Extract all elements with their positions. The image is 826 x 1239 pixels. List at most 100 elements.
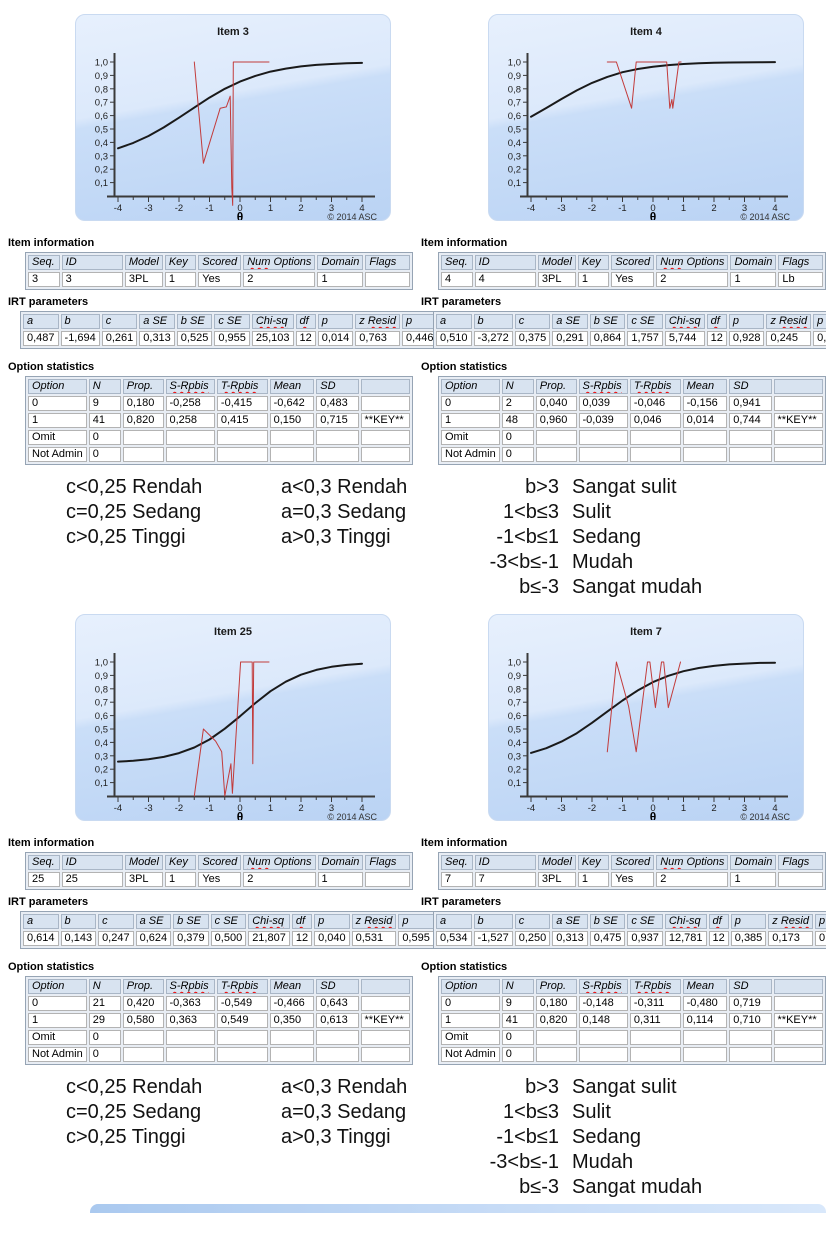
x-tick-label: -4 <box>527 803 535 814</box>
header-word: Domain <box>321 856 360 868</box>
header-word: Chi-sq <box>668 315 701 327</box>
table-cell <box>729 430 772 445</box>
table-cell: Not Admin <box>441 447 500 462</box>
header-word: SD <box>320 980 336 992</box>
criteria-line: a<0,3 Rendah <box>281 1076 408 1098</box>
section-label: Item information <box>421 237 508 249</box>
table-row: Not Admin 0 <box>441 1047 823 1062</box>
table-header-cell: Num Options <box>243 255 316 270</box>
x-tick-label: 1 <box>681 803 686 814</box>
table-header-cell: p <box>814 914 826 929</box>
table-cell: 0,531 <box>351 931 397 946</box>
header-word: z <box>355 915 362 927</box>
y-tick-label: 0,4 <box>508 138 521 149</box>
table-row: 0,534 -1,527 0,250 0,313 0,475 0,937 12,781 12 0… <box>436 931 826 946</box>
table-cell: 1 <box>730 272 777 287</box>
table-cell: 0,500 <box>210 931 247 946</box>
table-header-cell: Seq. <box>28 255 60 270</box>
table-cell <box>122 447 164 462</box>
header-word: SE <box>602 315 618 327</box>
table-cell <box>316 1030 359 1045</box>
table-header-cell: N <box>88 379 121 394</box>
data-table: Seq. ID Model Key Scored Num Options Domain Fla… <box>25 852 413 890</box>
criteria-line: a>0,3 Tinggi <box>281 1126 391 1148</box>
table-cell <box>535 447 577 462</box>
table-cell: 0,744 <box>729 413 772 428</box>
criteria-condition: b>3 <box>525 1076 559 1098</box>
header-word: b <box>477 315 484 327</box>
table-header-cell: S-Rpbis <box>578 379 628 394</box>
x-tick-label: 3 <box>742 803 747 814</box>
header-word: b <box>177 915 184 927</box>
table-cell: 0,643 <box>316 996 359 1011</box>
x-tick-label: -3 <box>557 803 565 814</box>
header-word: S-Rpbis <box>169 980 209 992</box>
table-cell: 25 <box>61 872 123 887</box>
table-cell <box>165 447 215 462</box>
x-tick-label: 1 <box>268 803 273 814</box>
table-header-cell: Chi-sq <box>664 914 707 929</box>
header-word: SE <box>226 315 242 327</box>
next-panel-top-edge <box>90 1204 826 1213</box>
y-tick-label: 0,2 <box>95 165 108 176</box>
header-word: b <box>180 315 187 327</box>
section-label: Item information <box>421 837 508 849</box>
table-cell: Not Admin <box>441 1047 500 1062</box>
header-word: N <box>505 380 514 392</box>
table-header-cell: S-Rpbis <box>165 379 215 394</box>
table-cell: 41 <box>88 413 121 428</box>
header-word: p <box>818 915 826 927</box>
table-cell: -0,046 <box>629 396 681 411</box>
x-tick-label: 0 <box>237 803 242 814</box>
header-word: df <box>295 915 306 927</box>
table-cell: 12 <box>708 931 729 946</box>
table-cell: 0,313 <box>552 931 588 946</box>
header-word: Resid <box>779 315 808 327</box>
criteria-condition: 1<b≤3 <box>502 501 559 523</box>
table-cell: Lb <box>778 272 823 287</box>
table-cell <box>360 396 410 411</box>
header-word: SE <box>152 315 168 327</box>
table-header-cell: c SE <box>214 314 250 329</box>
table-header-cell: T-Rpbis <box>216 979 268 994</box>
header-word: c <box>218 315 224 327</box>
report-row-1: Item 3 -4 -3 -2 -1 0 1 2 3 4 0,1 0,2 0,3 0,4 0,5 0,6 0,7… <box>0 0 826 465</box>
table-row: Not Admin 0 <box>28 1047 410 1062</box>
table-cell <box>269 1030 315 1045</box>
y-tick-label: 0,6 <box>508 111 521 122</box>
header-word: Prop. <box>126 380 154 392</box>
table-cell: 0,375 <box>514 331 551 346</box>
table-header-cell: b <box>473 914 513 929</box>
table-header-cell: a <box>23 314 59 329</box>
table-header-cell: Option <box>441 979 500 994</box>
table-row: 0,487 -1,694 0,261 0,313 0,525 0,955 25,103 12 0… <box>23 331 438 346</box>
header-word: Chi-sq <box>255 315 288 327</box>
table-cell: 0,040 <box>314 931 350 946</box>
table-header-cell: p <box>728 314 765 329</box>
table-header-cell <box>360 379 410 394</box>
table-cell: 25 <box>28 872 60 887</box>
x-tick-label: -3 <box>144 803 152 814</box>
header-word: Key <box>168 856 188 868</box>
header-word: p <box>734 915 741 927</box>
header-word: Resid <box>367 315 396 327</box>
table-cell: 0 <box>88 1047 121 1062</box>
chart-title: Item 4 <box>630 26 663 38</box>
header-word: Model <box>128 856 159 868</box>
table-header-cell: c SE <box>627 314 663 329</box>
table-cell: 0,487 <box>23 331 59 346</box>
table-cell: 12 <box>291 931 313 946</box>
header-word: a <box>440 315 447 327</box>
header-word: Seq. <box>445 856 468 868</box>
header-word: c <box>518 315 525 327</box>
header-word: ID <box>65 856 77 868</box>
y-tick-label: 0,7 <box>95 98 108 109</box>
table-header-cell: c <box>514 314 551 329</box>
table-header-cell: Prop. <box>535 379 577 394</box>
table-cell: -0,156 <box>682 396 728 411</box>
table-cell <box>535 1030 577 1045</box>
table-cell <box>122 1030 164 1045</box>
